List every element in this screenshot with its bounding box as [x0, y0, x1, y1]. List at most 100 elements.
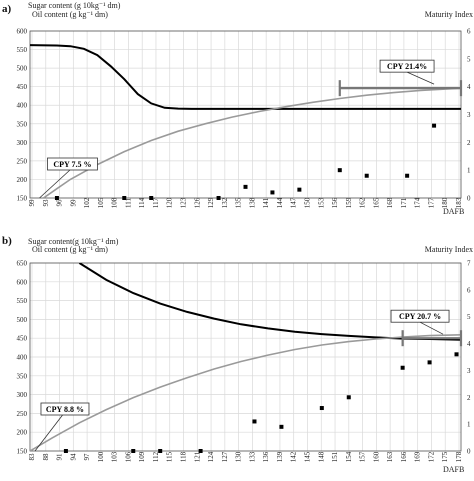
- y-right-tick-label: 3: [467, 367, 471, 375]
- y-right-tick-label: 0: [467, 195, 471, 203]
- y-tick-label: 650: [17, 260, 28, 268]
- x-tick-label: 133: [248, 451, 256, 462]
- x-tick-label: 178: [455, 451, 463, 462]
- maturity-index-point: [54, 196, 59, 200]
- x-tick-label: 93: [42, 199, 50, 207]
- y-tick-label: 200: [17, 176, 28, 184]
- callout-box: [40, 402, 90, 416]
- x-tick-label: 94: [69, 453, 77, 461]
- x-tick-label: 124: [207, 451, 215, 462]
- y-tick-label: 450: [17, 335, 28, 343]
- plot-frame: [29, 262, 462, 452]
- y-right-tick-label: 0: [467, 448, 471, 456]
- y-axis-label-oil: Oil content (g kg⁻¹ dm): [32, 10, 108, 19]
- y-tick-label: 250: [17, 157, 28, 165]
- callout-label: CPY 7.5 %: [53, 160, 91, 169]
- y-tick-label: 600: [17, 278, 28, 286]
- x-tick-label: 145: [303, 451, 311, 462]
- y-axis-label-sugar: Sugar content (g 10kg⁻¹ dm): [28, 1, 121, 10]
- maturity-index-point: [122, 196, 127, 200]
- y-tick-label: 550: [17, 297, 28, 305]
- x-tick-label: 106: [124, 451, 132, 462]
- x-tick-label: 147: [290, 197, 298, 208]
- maturity-index-point: [198, 449, 203, 453]
- x-tick-label: 154: [345, 451, 353, 462]
- x-tick-label: 127: [221, 451, 229, 462]
- x-tick-label: 144: [276, 197, 284, 208]
- y-tick-label: 400: [17, 102, 28, 110]
- x-tick-label: 111: [124, 198, 132, 208]
- y-right-tick-label: 7: [467, 260, 471, 268]
- x-tick-label: 151: [331, 451, 339, 462]
- maturity-index-point: [270, 190, 275, 195]
- y-axis-label-maturity: Maturity Index: [425, 10, 473, 19]
- x-tick-label: 109: [138, 451, 146, 462]
- y-right-tick-label: 6: [467, 286, 471, 294]
- x-tick-label: 115: [166, 451, 174, 462]
- x-tick-label: 183: [455, 197, 463, 208]
- x-tick-label: 105: [97, 197, 105, 208]
- x-tick-label: 112: [152, 451, 160, 462]
- x-tick-label: 171: [400, 197, 408, 208]
- y-tick-label: 500: [17, 316, 28, 324]
- maturity-index-point: [297, 187, 302, 192]
- x-tick-label: 102: [83, 197, 91, 208]
- callout-label: CPY 20.7 %: [399, 312, 441, 321]
- x-tick-label: 88: [42, 453, 50, 461]
- sugar-content-line: [30, 44, 461, 110]
- y-tick-label: 450: [17, 83, 28, 91]
- x-tick-label: 150: [303, 197, 311, 208]
- y-tick-label: 300: [17, 139, 28, 147]
- maturity-index-point: [337, 168, 342, 173]
- y-tick-label: 150: [17, 448, 28, 456]
- maturity-index-point: [149, 196, 154, 200]
- x-tick-label: 160: [372, 451, 380, 462]
- x-tick-label: 163: [386, 451, 394, 462]
- x-tick-label: 166: [400, 451, 408, 462]
- x-tick-label: 99: [69, 199, 77, 207]
- callout-leader: [39, 169, 71, 199]
- x-tick-label: 172: [427, 451, 435, 462]
- x-tick-label: 177: [427, 197, 435, 208]
- oil-content-line: [30, 334, 461, 451]
- y-tick-label: 300: [17, 391, 28, 399]
- callout-label: CPY 8.8 %: [46, 405, 84, 414]
- callout-box: [390, 309, 450, 323]
- maturity-index-point: [63, 449, 68, 453]
- x-tick-label: 126: [193, 197, 201, 208]
- x-tick-label: 153: [317, 197, 325, 208]
- callout-leader: [34, 414, 63, 452]
- y-tick-label: 350: [17, 372, 28, 380]
- x-tick-label: 97: [83, 453, 91, 461]
- callout-box: [47, 157, 98, 171]
- x-tick-label: 175: [441, 451, 449, 462]
- y-axis-label-sugar: Sugar content(g 10kg⁻¹ dm): [28, 237, 119, 246]
- y-right-tick-label: 2: [467, 394, 471, 402]
- maturity-index-point: [427, 360, 432, 365]
- maturity-index-point: [364, 173, 369, 178]
- x-tick-label: 141: [262, 197, 270, 208]
- x-tick-label: 174: [414, 197, 422, 208]
- x-tick-label: 169: [414, 451, 422, 462]
- y-right-tick-label: 4: [467, 83, 471, 91]
- x-tick-label: 100: [97, 451, 105, 462]
- y-axis-label-oil: Oil content (g kg⁻¹ dm): [32, 245, 108, 254]
- maturity-index-point: [454, 352, 459, 357]
- x-tick-label: 157: [359, 451, 367, 462]
- y-tick-label: 200: [17, 429, 28, 437]
- x-tick-label: 148: [317, 451, 325, 462]
- y-right-tick-label: 5: [467, 55, 471, 63]
- x-tick-label: 168: [386, 197, 394, 208]
- x-axis-label: DAFB: [443, 207, 464, 216]
- y-tick-label: 600: [17, 28, 28, 36]
- y-tick-label: 500: [17, 65, 28, 73]
- y-right-tick-label: 5: [467, 313, 471, 321]
- x-tick-label: 114: [138, 197, 146, 208]
- y-tick-label: 150: [17, 195, 28, 203]
- x-tick-label: 180: [441, 197, 449, 208]
- x-tick-label: 120: [166, 197, 174, 208]
- x-tick-label: 96: [56, 199, 64, 207]
